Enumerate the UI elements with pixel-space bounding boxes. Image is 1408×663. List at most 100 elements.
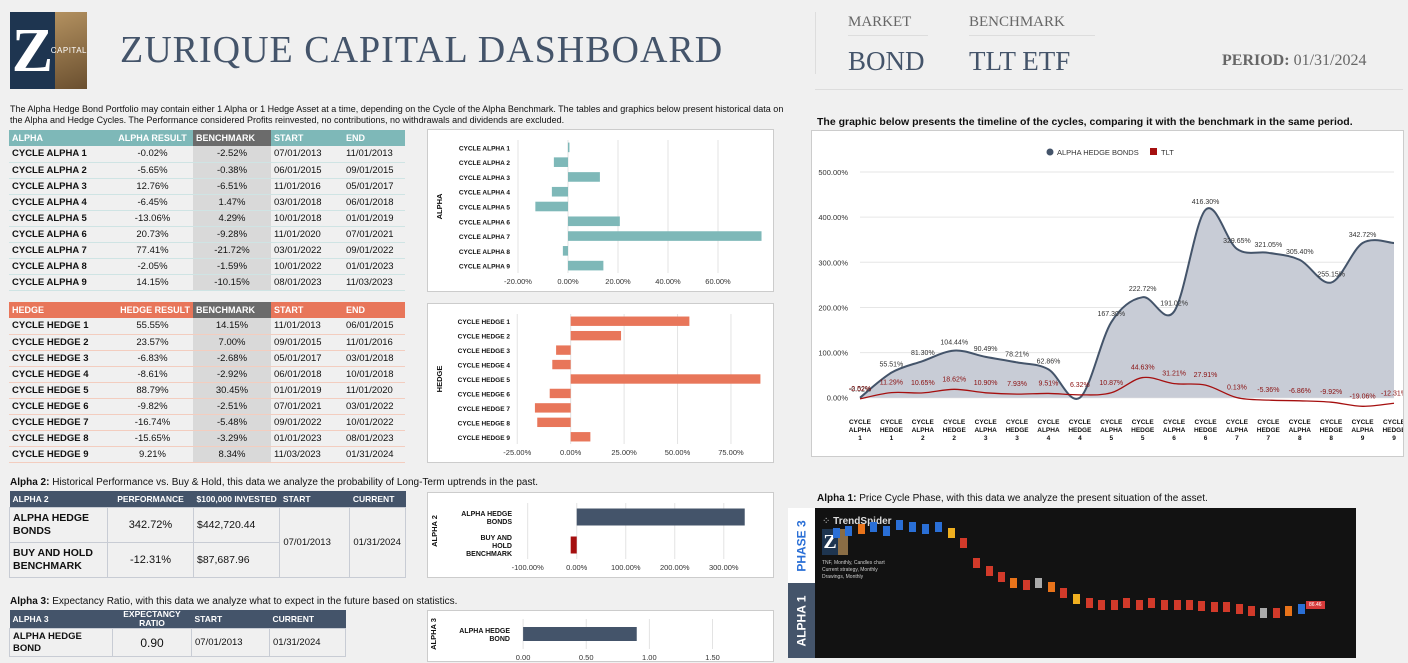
tick-label: 20.00% [605, 277, 631, 286]
x-category-label: CYCLE [1132, 419, 1155, 426]
tick-label: 40.00% [655, 277, 681, 286]
cycle-result: -16.74% [134, 416, 171, 428]
y-tick-label: 300.00% [818, 258, 848, 267]
benchmark-value: -2.52% [193, 146, 271, 162]
cycle-label: CYCLE HEDGE 1 [12, 320, 89, 332]
x-category-label: HEDGE [1320, 427, 1344, 434]
start-date: 06/01/2018 [274, 368, 322, 380]
tlt-data-label: 7.93% [1007, 381, 1027, 388]
table-row: CYCLE ALPHA 3 12.76% -6.51% 11/01/2016 05/01… [9, 178, 405, 194]
end-date: 11/01/2016 [346, 336, 393, 348]
alpha3-table: ALPHA 3 EXPECTANCY RATIO START CURRENT A… [9, 610, 346, 657]
cycle-label: CYCLE HEDGE 9 [12, 448, 89, 460]
bar [534, 403, 571, 413]
x-category-label: 5 [1109, 435, 1113, 442]
candle [1136, 600, 1143, 610]
end-date: 11/03/2023 [346, 276, 393, 288]
alpha-bar-chart: -20.00% 0.00% 20.00% 40.00% 60.00% CYCLE ALPH… [427, 129, 774, 292]
alpha3-expectancy: 0.90 [112, 628, 192, 657]
category-label: CYCLE HEDGE 5 [458, 377, 511, 384]
x-category-label: ALPHA [1037, 427, 1060, 434]
alpha-data-label: 416.30% [1192, 199, 1220, 206]
legend-swatch [1046, 148, 1054, 156]
cycle-label: CYCLE HEDGE 4 [12, 368, 89, 380]
hedge-bar-chart: -25.00% 0.00% 25.00% 50.00% 75.00% CYCLE HEDG… [427, 303, 774, 463]
alpha2-caption: Alpha 2: Historical Performance vs. Buy … [10, 477, 538, 488]
column-header: START [279, 491, 350, 507]
candle [883, 526, 890, 536]
benchmark-value: 4.29% [193, 210, 271, 226]
tlt-data-label: -2.52% [849, 386, 871, 393]
bar [568, 231, 762, 241]
category-label: CYCLE HEDGE 1 [458, 319, 511, 326]
table-row: BUY AND HOLD BENCHMARK -12.31% $87,687.9… [9, 541, 406, 578]
x-category-label: ALPHA [1351, 427, 1374, 434]
category-label: CYCLE ALPHA 6 [459, 219, 511, 226]
bar [523, 627, 637, 641]
x-category-label: CYCLE [1226, 419, 1249, 426]
candle [1260, 608, 1267, 618]
tlt-data-label: -19.06% [1350, 393, 1376, 400]
start-date: 05/01/2017 [274, 352, 322, 364]
table-header-row: HEDGE HEDGE RESULT BENCHMARK START END [9, 302, 405, 318]
axis-title: ALPHA 2 [430, 515, 439, 547]
table-row: CYCLE HEDGE 6 -9.82% -2.51% 07/01/2021 03/01… [9, 398, 405, 414]
table-row: ALPHA HEDGE BONDS 342.72% $442,720.44 07… [9, 506, 406, 578]
cycle-label: CYCLE HEDGE 7 [12, 416, 89, 428]
x-category-label: 7 [1235, 435, 1239, 442]
table-row: CYCLE ALPHA 2 -5.65% -0.38% 06/01/2015 09/01… [9, 162, 405, 178]
cycle-label: CYCLE HEDGE 3 [12, 352, 89, 364]
y-tick-label: 100.00% [818, 349, 848, 358]
x-category-label: CYCLE [1163, 419, 1186, 426]
y-tick-label: 400.00% [818, 213, 848, 222]
x-category-label: HEDGE [1005, 427, 1029, 434]
end-date: 10/01/2022 [346, 416, 394, 428]
column-header: PERFORMANCE [107, 491, 194, 507]
alpha2-current: 01/31/2024 [349, 506, 406, 578]
cycle-result: -15.65% [134, 432, 171, 444]
x-category-label: CYCLE [1069, 419, 1092, 426]
alpha3-start: 07/01/2013 [191, 628, 270, 657]
market-value: BOND [848, 46, 925, 76]
table-row: CYCLE HEDGE 1 55.55% 14.15% 11/01/2013 06/01… [9, 318, 405, 334]
x-category-label: HEDGE [943, 427, 967, 434]
alpha-line [859, 207, 1395, 400]
tlt-data-label: 10.65% [911, 380, 935, 387]
alpha3-caption: Alpha 3: Expectancy Ratio, with this dat… [10, 596, 457, 607]
table-row: CYCLE HEDGE 2 23.57% 7.00% 09/01/2015 11/01/… [9, 334, 405, 350]
column-header: CURRENT [349, 491, 406, 507]
cycle-label: CYCLE ALPHA 6 [12, 228, 87, 240]
benchmark-value: 30.45% [193, 382, 271, 398]
alpha2-caption-text: Historical Performance vs. Buy & Hold, t… [49, 477, 539, 488]
y-tick-label: 0.00% [827, 394, 849, 403]
tick-label: 0.00 [516, 653, 531, 662]
category-label: CYCLE ALPHA 7 [459, 234, 511, 241]
start-date: 07/01/2021 [274, 400, 322, 412]
table-header-row: ALPHA ALPHA RESULT BENCHMARK START END [9, 130, 405, 146]
bar [551, 186, 568, 197]
candle [948, 528, 955, 538]
hedge-cycles-table: HEDGE HEDGE RESULT BENCHMARK START END C… [9, 302, 405, 463]
tlt-data-label: -9.92% [1320, 389, 1342, 396]
start-date: 03/01/2018 [274, 196, 322, 208]
end-date: 10/01/2018 [346, 368, 394, 380]
table-row: CYCLE ALPHA 6 20.73% -9.28% 11/01/2020 07/01… [9, 226, 405, 242]
start-date: 08/01/2023 [274, 276, 322, 288]
x-category-label: CYCLE [880, 419, 903, 426]
cycle-label: CYCLE ALPHA 8 [12, 260, 87, 272]
cycle-result: 12.76% [136, 180, 169, 192]
x-category-label: CYCLE [975, 419, 998, 426]
alpha-data-label: 62.86% [1037, 358, 1061, 365]
header-divider [815, 12, 816, 74]
x-category-label: 1 [890, 435, 894, 442]
start-date: 11/01/2020 [274, 228, 321, 240]
start-date: 11/01/2013 [274, 320, 321, 332]
last-price-badge: 86.46 [1306, 601, 1325, 609]
x-category-label: 2 [921, 435, 925, 442]
x-category-label: HEDGE [1068, 427, 1092, 434]
alpha2-bar-chart: -100.00% 0.00% 100.00% 200.00% 300.00% ALPHA … [427, 492, 774, 578]
tick-label: -100.00% [512, 563, 544, 572]
x-category-label: 8 [1298, 435, 1302, 442]
legend-swatch [1150, 148, 1157, 155]
phase-tab: PHASE 3 [788, 508, 815, 583]
